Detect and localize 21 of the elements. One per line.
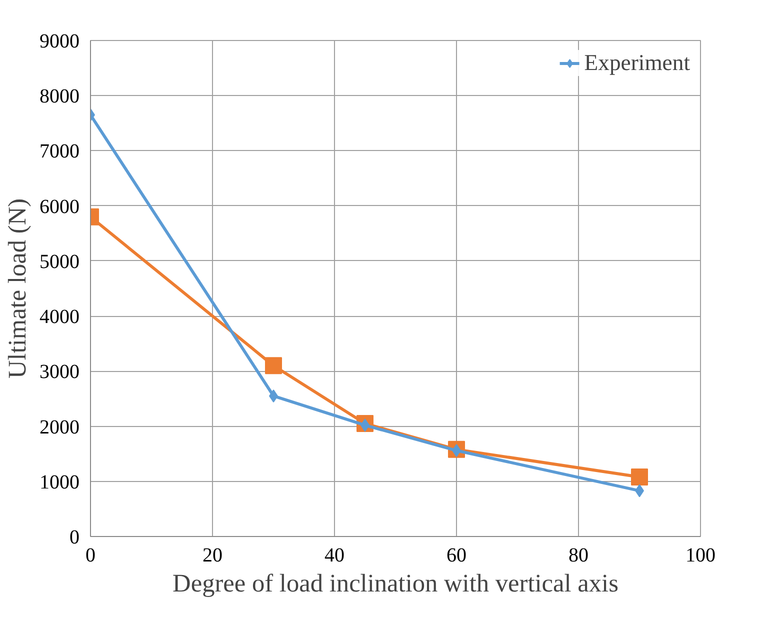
x-tick-label: 80 <box>568 544 588 566</box>
x-tick-label: 20 <box>202 544 222 566</box>
y-tick-label: 9000 <box>40 30 80 52</box>
point <box>631 468 648 486</box>
point <box>265 357 282 374</box>
y-tick-label: 3000 <box>40 361 80 384</box>
y-tick-label: 6000 <box>40 196 80 218</box>
y-tick-label: 8000 <box>40 86 80 108</box>
x-axis-title: Degree of load inclination with vertical axis <box>172 570 618 598</box>
x-tick-label: 0 <box>86 544 96 566</box>
y-tick-label: 0 <box>70 526 80 548</box>
y-tick-label: 4000 <box>40 306 80 328</box>
x-tick-label: 100 <box>686 544 716 566</box>
y-tick-label: 1000 <box>40 471 80 494</box>
y-tick-label: 7000 <box>40 140 80 163</box>
x-tick-label: 60 <box>446 544 466 566</box>
x-tick-label: 40 <box>324 544 344 566</box>
y-tick-label: 5000 <box>40 250 80 273</box>
y-axis-title: Ultimate load (N) <box>4 198 32 379</box>
legend-label: Experiment <box>584 50 690 76</box>
y-tick-label: 2000 <box>40 416 80 438</box>
